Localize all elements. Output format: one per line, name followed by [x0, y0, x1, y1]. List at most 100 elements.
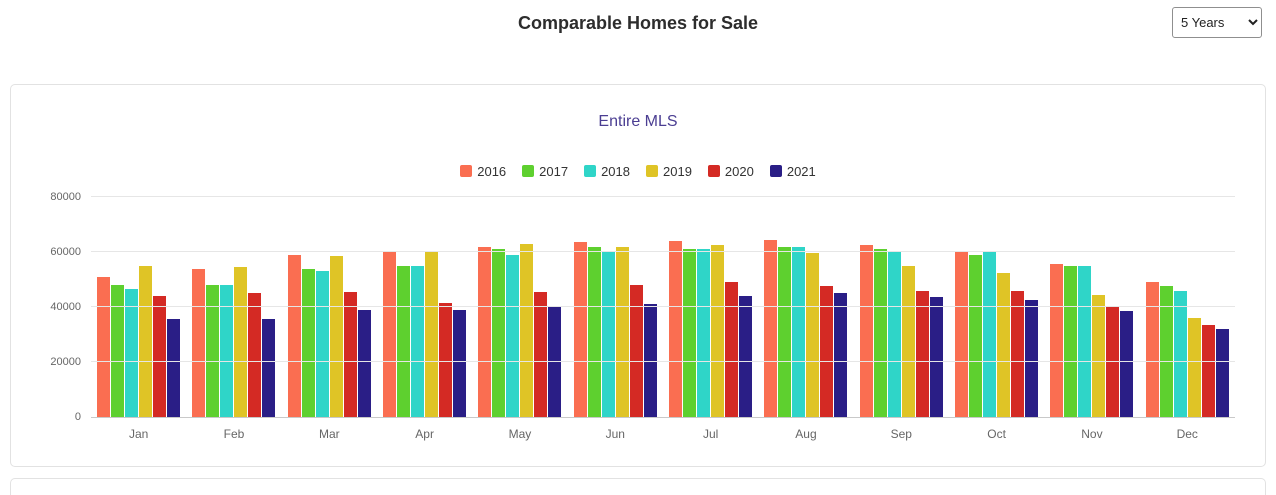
- bar-2017-dec: [1159, 286, 1173, 417]
- y-axis-tick-label: 60000: [50, 246, 81, 258]
- bar-2021-aug: [834, 293, 848, 417]
- bar-2016-jan: [97, 276, 111, 417]
- bar-2018-apr: [411, 265, 425, 417]
- bar-2017-apr: [397, 265, 411, 417]
- legend-swatch-2016: [460, 165, 473, 177]
- bar-group-feb: [186, 197, 281, 417]
- bar-2020-nov: [1106, 307, 1120, 417]
- chart-title: Entire MLS: [598, 113, 678, 130]
- bar-2016-jul: [669, 241, 683, 417]
- bar-2016-dec: [1145, 282, 1159, 417]
- bar-2018-jan: [125, 289, 139, 417]
- period-select[interactable]: 5 Years: [1172, 7, 1262, 38]
- chart-plot-area: 0 20000 40000 60000 80000: [50, 191, 1235, 423]
- legend-swatch-2019: [646, 165, 658, 177]
- bar-2019-mar: [329, 256, 343, 417]
- bar-2020-jul: [725, 282, 739, 417]
- bar-group-aug: [758, 197, 853, 417]
- x-axis-label-sep: Sep: [890, 427, 912, 441]
- legend-swatch-2020: [707, 165, 720, 177]
- bar-2020-aug: [820, 286, 834, 417]
- bar-group-jul: [663, 197, 758, 417]
- y-axis-tick-label: 40000: [50, 301, 81, 313]
- bar-2017-feb: [206, 285, 220, 417]
- legend-item-2018[interactable]: 2018: [584, 164, 630, 179]
- bar-2019-jun: [615, 246, 629, 417]
- bar-2017-sep: [873, 249, 887, 417]
- bar-group-oct: [949, 197, 1044, 417]
- gridline: [91, 361, 1235, 362]
- bar-2020-sep: [915, 290, 929, 417]
- legend-label-2016: 2016: [477, 163, 507, 179]
- bar-2021-sep: [929, 297, 943, 417]
- bar-2020-jan: [153, 296, 167, 417]
- bar-2017-may: [492, 249, 506, 417]
- bar-2021-dec: [1215, 329, 1229, 417]
- y-axis-tick-label: 0: [74, 411, 81, 423]
- legend-item-2021[interactable]: 2021: [769, 163, 816, 179]
- bar-2018-aug: [792, 246, 806, 417]
- bar-2018-sep: [887, 252, 901, 417]
- bar-group-jan: [91, 197, 186, 417]
- bar-2020-jun: [629, 285, 643, 417]
- bar-2016-may: [478, 246, 492, 417]
- bar-2016-oct: [955, 250, 969, 417]
- bar-2019-aug: [806, 253, 820, 417]
- bar-2018-may: [506, 254, 520, 417]
- bar-group-dec: [1140, 197, 1235, 417]
- bar-2017-mar: [301, 268, 315, 417]
- x-axis-labels: Jan Feb Mar Apr May Jun Jul Aug Sep Oct Nov Dec: [91, 418, 1235, 441]
- x-axis-label-aug: Aug: [795, 427, 817, 441]
- bar-2020-may: [534, 291, 548, 417]
- bar-2020-feb: [248, 293, 262, 417]
- bar-2016-jun: [573, 242, 587, 417]
- legend-item-2016[interactable]: 2016: [460, 164, 506, 179]
- bar-2016-sep: [859, 245, 873, 417]
- bar-2019-jan: [139, 265, 153, 417]
- legend-swatch-2018: [584, 165, 597, 177]
- x-axis-label-mar: Mar: [318, 427, 340, 441]
- bar-group-sep: [854, 197, 949, 417]
- bar-2018-dec: [1173, 290, 1187, 417]
- bar-2020-apr: [439, 302, 453, 417]
- legend-item-2017[interactable]: 2017: [522, 164, 568, 179]
- legend-item-2019[interactable]: 2019: [646, 164, 692, 179]
- page-header: Comparable Homes for Sale 5 Years: [0, 0, 1276, 46]
- x-axis-label-jan: Jan: [128, 427, 149, 441]
- bar-2016-nov: [1050, 264, 1064, 417]
- bar-group-mar: [282, 197, 377, 417]
- bar-2018-nov: [1078, 265, 1092, 417]
- bar-2019-dec: [1187, 318, 1201, 417]
- legend-label-2017: 2017: [539, 163, 569, 179]
- bar-2021-jun: [643, 304, 657, 417]
- bar-2019-apr: [425, 250, 439, 417]
- gridline: [91, 196, 1235, 197]
- x-axis-label-oct: Oct: [987, 427, 1006, 441]
- chart-card: Entire MLS 2016 2017 2018 2019 2020 2021 0 200…: [10, 84, 1266, 467]
- legend-label-2018: 2018: [601, 163, 630, 179]
- bar-2020-dec: [1201, 324, 1215, 417]
- bar-2021-mar: [357, 309, 371, 417]
- bar-2019-oct: [997, 272, 1011, 417]
- legend-label-2021: 2021: [786, 163, 816, 179]
- bar-2016-feb: [192, 268, 206, 417]
- legend-swatch-2021: [769, 165, 782, 177]
- bar-2019-jul: [711, 245, 725, 417]
- bar-2021-may: [548, 307, 562, 417]
- bar-2019-nov: [1092, 294, 1106, 417]
- bar-2020-oct: [1011, 290, 1025, 417]
- legend-label-2019: 2019: [663, 163, 692, 179]
- chart-legend: 2016 2017 2018 2019 2020 2021: [33, 163, 1243, 179]
- page-title: Comparable Homes for Sale: [517, 12, 759, 33]
- x-axis-label-jun: Jun: [605, 427, 625, 441]
- bar-2019-sep: [901, 265, 915, 417]
- bar-2016-apr: [383, 250, 397, 417]
- legend-item-2020[interactable]: 2020: [707, 164, 754, 179]
- x-axis-label-apr: Apr: [415, 427, 434, 441]
- bar-2018-jul: [697, 249, 711, 417]
- legend-swatch-2017: [522, 165, 535, 177]
- bar-group-may: [472, 197, 567, 417]
- bar-2021-feb: [262, 319, 276, 417]
- gridline: [91, 306, 1235, 307]
- bar-2019-may: [520, 243, 534, 417]
